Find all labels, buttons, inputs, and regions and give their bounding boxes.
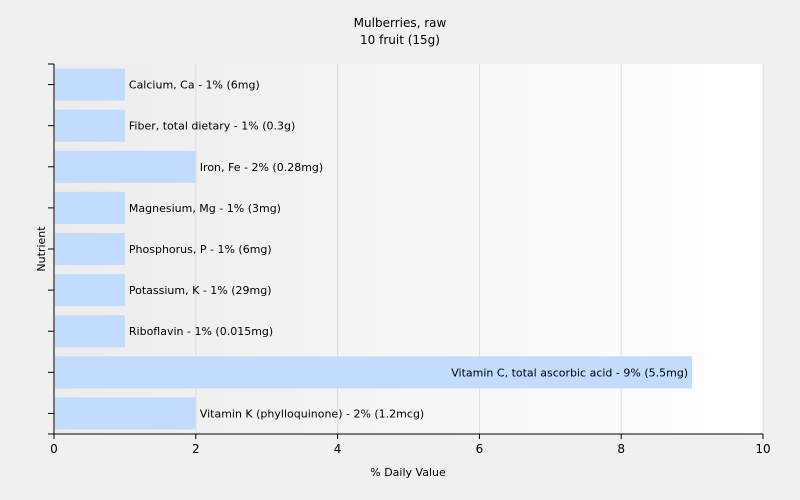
chart-subtitle: 10 fruit (15g): [360, 33, 440, 47]
chart-title: Mulberries, raw: [354, 16, 447, 30]
bar: [55, 109, 125, 142]
bar: [55, 274, 125, 307]
y-axis-title: Nutrient: [35, 226, 48, 272]
bar: [55, 191, 125, 224]
bar-label: Vitamin K (phylloquinone) - 2% (1.2mcg): [200, 407, 424, 420]
bar-label: Fiber, total dietary - 1% (0.3g): [129, 120, 295, 133]
bar: [55, 68, 125, 101]
bar: [55, 150, 196, 183]
x-tick-label: 0: [50, 442, 58, 456]
x-tick-label: 8: [617, 442, 625, 456]
bar-label: Iron, Fe - 2% (0.28mg): [200, 161, 323, 174]
bar: [55, 232, 125, 266]
bar: [55, 315, 125, 348]
x-tick-label: 4: [334, 442, 342, 456]
bar-label: Vitamin C, total ascorbic acid - 9% (5.5…: [451, 366, 688, 379]
bar-label: Riboflavin - 1% (0.015mg): [129, 325, 273, 338]
x-tick-label: 6: [476, 442, 484, 456]
bars: [55, 68, 693, 430]
x-axis-title: % Daily Value: [370, 466, 446, 479]
x-tick-label: 2: [192, 442, 200, 456]
bar-label: Phosphorus, P - 1% (6mg): [129, 243, 272, 256]
bar: [55, 356, 693, 389]
bar-label: Magnesium, Mg - 1% (3mg): [129, 202, 281, 215]
x-tick-label: 10: [755, 442, 770, 456]
bar-label: Potassium, K - 1% (29mg): [129, 284, 272, 297]
bar-labels: Calcium, Ca - 1% (6mg) Fiber, total dieta…: [129, 79, 688, 421]
bar: [55, 397, 196, 430]
y-axis-ticks: [48, 63, 54, 435]
bar-label: Calcium, Ca - 1% (6mg): [129, 79, 260, 92]
x-axis-ticks: 0 2 4 6 8 10: [50, 434, 771, 456]
